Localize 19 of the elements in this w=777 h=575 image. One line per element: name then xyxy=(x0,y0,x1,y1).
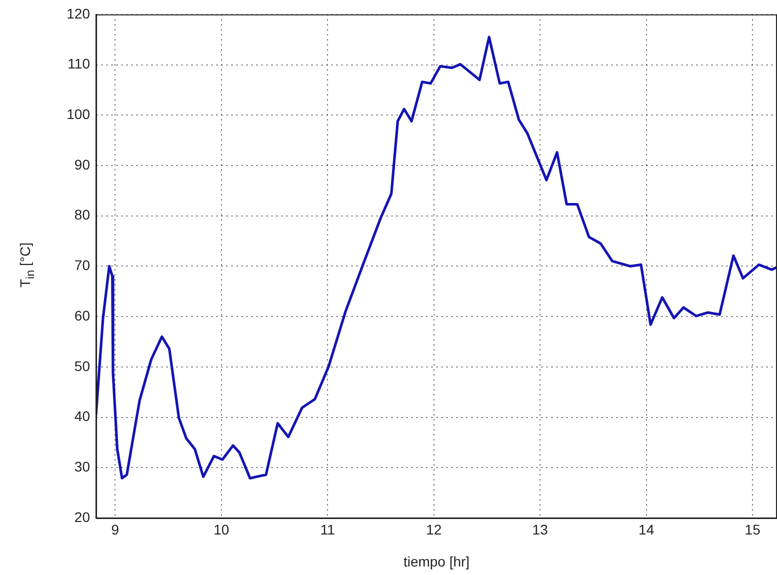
y-tick-label: 40 xyxy=(74,408,90,424)
x-tick-label: 9 xyxy=(111,521,120,538)
y-tick-label: 120 xyxy=(66,5,90,22)
y-tick-label: 100 xyxy=(66,106,90,122)
y-tick-label: 70 xyxy=(74,257,90,274)
x-axis-title: tiempo [hr] xyxy=(403,553,470,570)
x-tick-label: 12 xyxy=(426,521,442,538)
y-tick-label: 30 xyxy=(74,458,90,474)
y-tick-label: 90 xyxy=(74,156,90,172)
x-tick-label: 10 xyxy=(214,521,230,538)
y-tick-label: 80 xyxy=(74,206,90,223)
y-tick-label: 60 xyxy=(74,307,90,324)
x-tick-label: 13 xyxy=(532,521,548,538)
x-tick-label: 15 xyxy=(744,521,761,538)
y-tick-label: 50 xyxy=(74,358,90,374)
x-tick-label: 11 xyxy=(320,521,336,538)
y-tick-label: 20 xyxy=(74,508,90,525)
x-tick-label: 14 xyxy=(638,521,654,538)
y-tick-label: 110 xyxy=(68,56,90,72)
